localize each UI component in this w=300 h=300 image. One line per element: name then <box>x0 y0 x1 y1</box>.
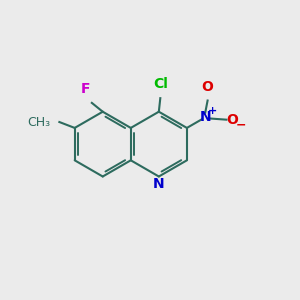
Text: Cl: Cl <box>153 76 168 91</box>
Text: −: − <box>235 118 246 131</box>
Text: CH₃: CH₃ <box>27 116 50 128</box>
Text: O: O <box>202 80 214 94</box>
Text: N: N <box>200 110 211 124</box>
Text: N: N <box>153 177 165 191</box>
Text: +: + <box>208 106 218 116</box>
Text: F: F <box>80 82 90 95</box>
Text: O: O <box>226 113 238 127</box>
